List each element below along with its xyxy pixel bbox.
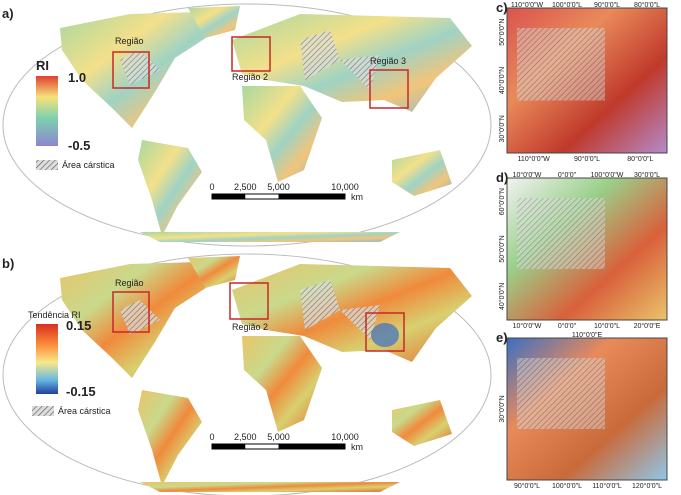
panel-label: b) (2, 256, 14, 271)
scale-label: 10,000 (331, 182, 359, 192)
coord-label: 50°0'0"N (498, 19, 506, 46)
region-box (365, 312, 405, 352)
legend-min: -0.5 (68, 138, 90, 153)
coord-label: 10°0'0"W (513, 322, 542, 330)
legend-max: 0.15 (66, 318, 91, 333)
coord-label: 110°0'0"L (592, 482, 622, 490)
legend-title: Tendência RI (28, 310, 81, 320)
world-map (2, 3, 492, 247)
coord-label: 90°0'0"L (594, 1, 620, 9)
region-box (229, 282, 269, 320)
map-feature (371, 323, 399, 347)
scale-label: 0 (209, 432, 214, 442)
coord-label: 50°0'0"N (498, 235, 506, 262)
scale-label: 5,000 (267, 182, 290, 192)
region-label: Região (115, 278, 144, 288)
legend-karst: Área cárstica (62, 160, 115, 170)
region-box (112, 51, 150, 89)
coord-label: 80°0'0"L (627, 155, 653, 163)
scale-segment (278, 444, 345, 449)
region-label: Região 2 (232, 322, 268, 332)
region-label: Região 2 (232, 72, 268, 82)
legend-karst-swatch (32, 406, 54, 416)
coord-label: 90°0'0"L (574, 155, 600, 163)
panel-label: c) (496, 0, 508, 15)
karst-area (120, 280, 380, 340)
coord-label: 80°0'0"L (634, 1, 660, 9)
scale-segment (278, 194, 345, 199)
legend-colorbar (36, 324, 58, 394)
inset: d) 10°0'0"W 0°0'0" 100°0'0"W 30°0'0"L 60°0'0"… (496, 170, 668, 330)
coord-label: 10°0'0"L (594, 322, 620, 330)
scale-label: 5,000 (267, 432, 290, 442)
karst-area (120, 30, 380, 90)
coord-label: 0°0'0" (558, 171, 577, 179)
legend-max: 1.0 (68, 70, 86, 85)
world-map (2, 253, 492, 495)
region-label: Região (115, 36, 144, 46)
legend-karst: Área cárstica (58, 406, 111, 416)
inset: c) 110°0'0"W 100°0'0"L 90°0'0"L 80°0'0"L50°0… (496, 0, 668, 163)
coord-label: 120°0'0"L (632, 482, 662, 490)
coord-label: 10°0'0"W (513, 171, 542, 179)
coord-label: 20°0'0"E (634, 322, 661, 330)
karst-area (517, 358, 605, 429)
coord-label: 40°0'0"N (498, 67, 506, 94)
coord-label: 30°0'0"N (498, 395, 506, 422)
scale-segment (212, 194, 246, 199)
karst-area (517, 198, 605, 269)
scale-segment (212, 444, 246, 449)
coord-label: 60°0'0"N (498, 188, 506, 215)
coord-label: 100°0'0"L (552, 1, 582, 9)
coord-label: 110°0'0"W (511, 1, 544, 9)
legend-min: -0.15 (66, 384, 96, 399)
inset: e) 110°0'0"E 30°0'0"N 90°0'0"L 100°0'0"L 110°… (496, 330, 668, 490)
panel-label: e) (496, 330, 508, 345)
map-a: a) Região Região 2 Região 3 RI 1.0 -0.5 … (2, 3, 492, 247)
scale-unit: km (351, 442, 363, 452)
coord-label: 100°0'0"W (591, 171, 624, 179)
legend-colorbar (36, 76, 58, 146)
region-box (369, 69, 409, 109)
map-b: b) Região Região 2 Tendência RI 0.15 -0.… (2, 253, 492, 495)
scale-label: 2,500 (234, 182, 257, 192)
insets: c) 110°0'0"W 100°0'0"L 90°0'0"L 80°0'0"L50°0… (496, 0, 668, 490)
region-label: Região 3 (370, 56, 406, 66)
scale-label: 2,500 (234, 432, 257, 442)
coord-label: 0°0'0" (558, 322, 577, 330)
coord-label: 110°0'0"E (572, 331, 603, 339)
region-box (112, 291, 150, 333)
region-box (231, 36, 271, 72)
scale-label: 10,000 (331, 432, 359, 442)
coord-label: 30°0'0"N (498, 115, 506, 142)
panel-label: d) (496, 170, 508, 185)
coord-label: 90°0'0"L (514, 482, 540, 490)
coord-label: 100°0'0"L (552, 482, 582, 490)
coord-label: 110°0'0"W (518, 155, 551, 163)
scale-label: 0 (209, 182, 214, 192)
karst-area (517, 28, 605, 101)
coord-label: 40°0'0"N (498, 283, 506, 310)
panel-label: a) (2, 6, 14, 21)
scale-unit: km (351, 192, 363, 202)
legend-title: RI (36, 58, 49, 73)
legend-karst-swatch (36, 160, 58, 170)
coord-label: 30°0'0"L (634, 171, 660, 179)
